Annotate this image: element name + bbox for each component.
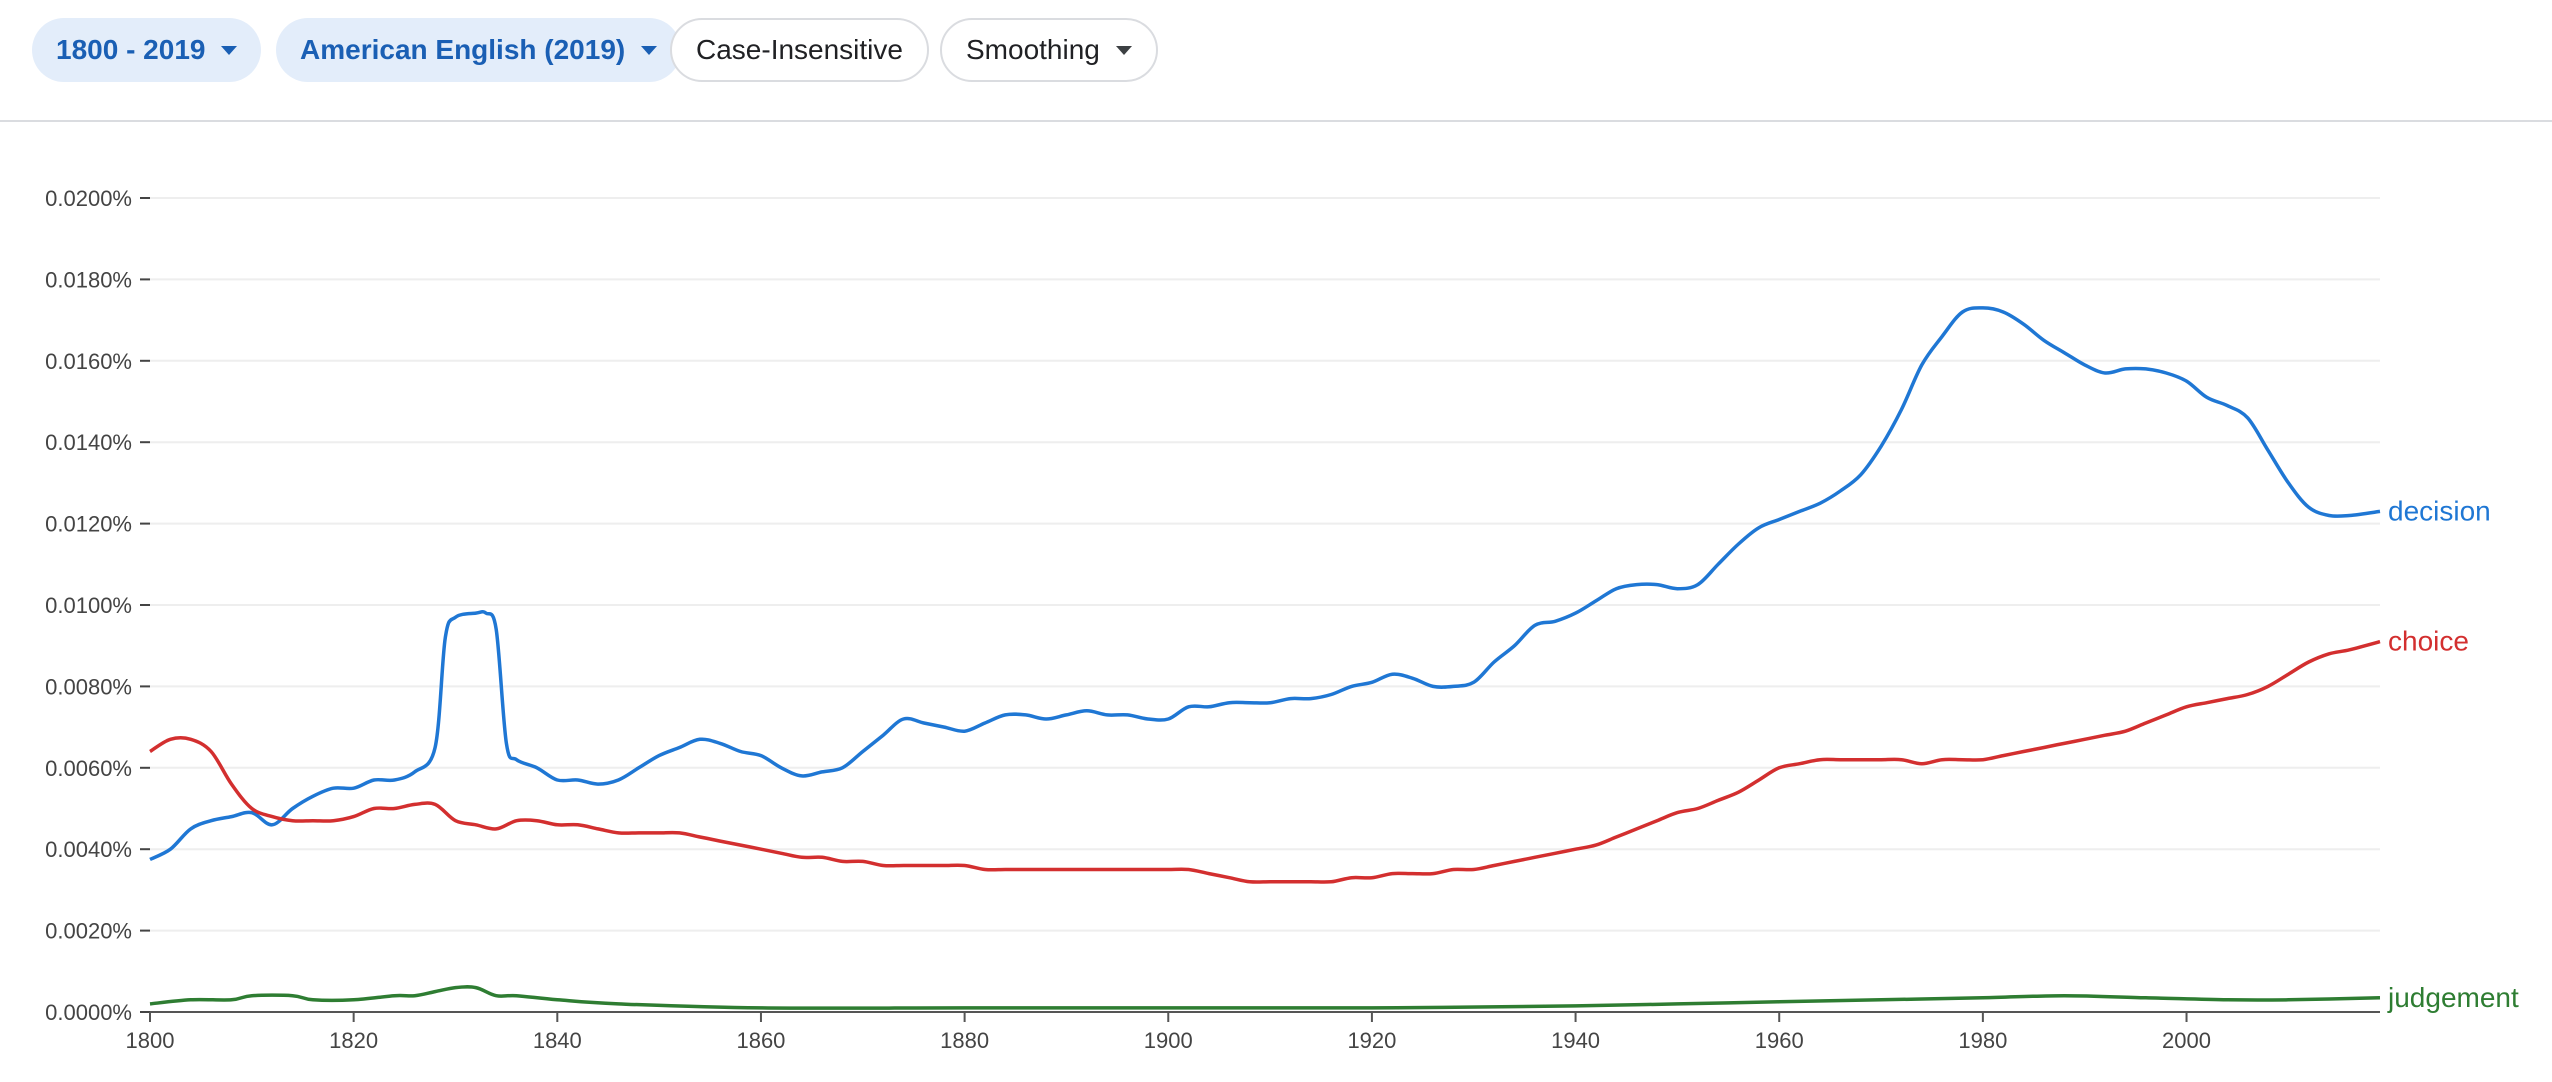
series-label-decision: decision <box>2388 495 2491 526</box>
series-line-choice <box>149 639 2381 884</box>
y-tick-label: 0.0180% <box>45 267 132 292</box>
smoothing-dropdown[interactable]: Smoothing <box>940 18 1158 82</box>
chevron-down-icon <box>221 45 238 55</box>
y-tick-label: 0.0140% <box>45 430 132 455</box>
x-tick-label: 1980 <box>1958 1028 2007 1053</box>
series-label-judgement: judgement <box>2387 982 2519 1013</box>
x-tick-label: 1840 <box>533 1028 582 1053</box>
y-tick-label: 0.0100% <box>45 593 132 618</box>
case-insensitive-toggle[interactable]: Case-Insensitive <box>670 18 929 82</box>
corpus-label: American English (2019) <box>300 34 626 65</box>
y-tick-label: 0.0200% <box>45 186 132 211</box>
ngram-line-chart: 0.0000% 0.0020% 0.0040% 0.0060% 0.0080% 0.010… <box>45 186 2519 1053</box>
y-tick-label: 0.0040% <box>45 837 132 862</box>
y-tick-label: 0.0060% <box>45 756 132 781</box>
y-tick-label: 0.0160% <box>45 349 132 374</box>
corpus-dropdown[interactable]: American English (2019) <box>276 18 682 82</box>
x-tick-label: 1960 <box>1755 1028 1804 1053</box>
x-tick-label: 1900 <box>1144 1028 1193 1053</box>
x-tick-label: 1800 <box>126 1028 175 1053</box>
series-line-judgement <box>149 985 2381 1010</box>
series-label-choice: choice <box>2388 626 2469 657</box>
y-tick-label: 0.0020% <box>45 919 132 944</box>
year-range-dropdown[interactable]: 1800 - 2019 <box>32 18 262 82</box>
y-tick-label: 0.0000% <box>45 1000 132 1025</box>
x-tick-label: 1880 <box>940 1028 989 1053</box>
case-insensitive-label: Case-Insensitive <box>696 34 903 65</box>
x-tick-label: 1860 <box>736 1028 785 1053</box>
x-tick-label: 2000 <box>2162 1028 2211 1053</box>
x-tick-label: 1820 <box>329 1028 378 1053</box>
y-tick-label: 0.0080% <box>45 674 132 699</box>
query-toolbar: 1800 - 2019 American English (2019) Case… <box>0 0 2552 122</box>
chevron-down-icon <box>641 45 658 55</box>
y-tick-label: 0.0120% <box>45 512 132 537</box>
series-line-decision <box>149 306 2381 861</box>
chevron-down-icon <box>1115 45 1132 55</box>
year-range-label: 1800 - 2019 <box>56 34 206 65</box>
smoothing-label: Smoothing <box>966 34 1100 65</box>
x-tick-label: 1940 <box>1551 1028 1600 1053</box>
x-tick-label: 1920 <box>1347 1028 1396 1053</box>
